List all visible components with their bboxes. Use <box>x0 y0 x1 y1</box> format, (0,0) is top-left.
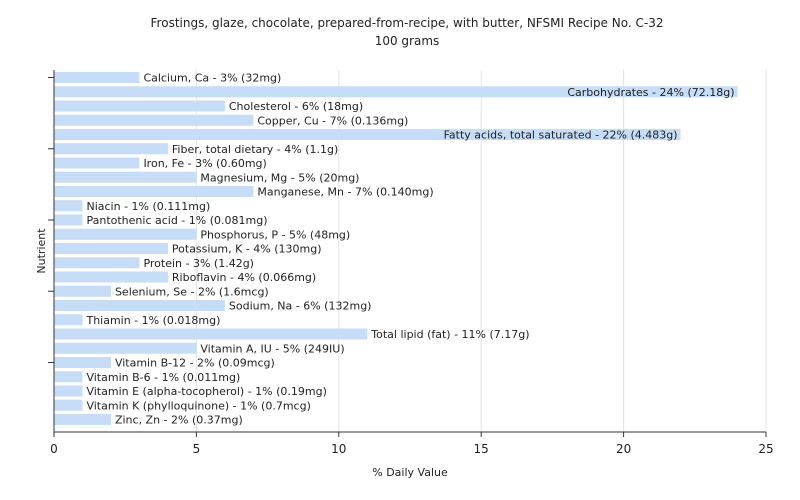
bar <box>54 328 368 340</box>
chart-subtitle: 100 grams <box>375 34 440 48</box>
bar-label: Pantothenic acid - 1% (0.081mg) <box>86 214 267 227</box>
x-tick-label: 0 <box>50 442 58 456</box>
bar-label: Fiber, total dietary - 4% (1.1g) <box>172 143 338 156</box>
y-ticks <box>48 77 54 363</box>
bar-label: Selenium, Se - 2% (1.6mcg) <box>115 285 269 298</box>
bar-label: Phosphorus, P - 5% (48mg) <box>200 228 350 241</box>
bar-label: Manganese, Mn - 7% (0.140mg) <box>257 186 433 199</box>
y-axis-label: Nutrient <box>35 228 48 274</box>
bar <box>54 300 225 311</box>
bar-label: Thiamin - 1% (0.018mg) <box>85 314 220 327</box>
bar <box>54 399 83 411</box>
bar <box>54 129 681 140</box>
bar <box>54 314 83 326</box>
x-tick-label: 5 <box>193 442 201 456</box>
bar-label: Zinc, Zn - 2% (0.37mg) <box>115 414 243 427</box>
bar <box>54 171 197 183</box>
bar <box>54 100 225 112</box>
bar-label: Total lipid (fat) - 11% (7.17g) <box>370 328 529 341</box>
bar-label: Niacin - 1% (0.111mg) <box>86 200 210 213</box>
bar <box>54 257 140 269</box>
bar-label: Protein - 3% (1.42g) <box>143 257 254 270</box>
bar-label: Iron, Fe - 3% (0.60mg) <box>143 157 266 170</box>
bar-label: Vitamin A, IU - 5% (249IU) <box>200 342 344 355</box>
bar-label: Vitamin B-6 - 1% (0.011mg) <box>86 371 240 384</box>
bar-label: Vitamin E (alpha-tocopherol) - 1% (0.19m… <box>86 385 326 398</box>
bar <box>54 186 254 197</box>
bar-label: Carbohydrates - 24% (72.18g) <box>567 86 734 99</box>
bar <box>54 357 111 368</box>
bar <box>54 143 168 155</box>
bar <box>54 243 168 254</box>
bar <box>54 414 111 425</box>
bars <box>54 72 738 425</box>
x-tick-label: 20 <box>616 442 631 456</box>
bar <box>54 72 140 83</box>
bar <box>54 214 83 226</box>
bar-label: Magnesium, Mg - 5% (20mg) <box>200 171 359 184</box>
bar-label: Fatty acids, total saturated - 22% (4.48… <box>444 129 678 142</box>
x-tick-label: 10 <box>331 442 346 456</box>
bar <box>54 385 83 397</box>
bar-label: Sodium, Na - 6% (132mg) <box>229 300 372 313</box>
bar-label: Copper, Cu - 7% (0.136mg) <box>257 114 408 127</box>
bar-label: Potassium, K - 4% (130mg) <box>172 243 322 256</box>
bar <box>54 342 197 354</box>
bar <box>54 285 111 297</box>
bar-label: Cholesterol - 6% (18mg) <box>229 100 363 113</box>
bar <box>54 271 168 283</box>
x-tick-label: 15 <box>474 442 489 456</box>
bar-label: Calcium, Ca - 3% (32mg) <box>143 72 281 85</box>
x-tick-label: 25 <box>758 442 773 456</box>
bar <box>54 157 140 169</box>
chart-title: Frostings, glaze, chocolate, prepared-fr… <box>151 16 664 30</box>
bar <box>54 200 83 212</box>
x-axis-label: % Daily Value <box>372 466 448 479</box>
bar <box>54 114 254 126</box>
bar-labels: Calcium, Ca - 3% (32mg) Carbohydrates - 2… <box>85 72 734 427</box>
x-ticks: 0 5 10 15 20 25 <box>50 432 774 456</box>
bar <box>54 86 738 98</box>
bar <box>54 371 83 383</box>
bar-label: Vitamin K (phylloquinone) - 1% (0.7mcg) <box>86 399 310 412</box>
bar-label: Vitamin B-12 - 2% (0.09mcg) <box>115 357 275 370</box>
bar <box>54 228 197 240</box>
bar-label: Riboflavin - 4% (0.066mg) <box>172 271 316 284</box>
